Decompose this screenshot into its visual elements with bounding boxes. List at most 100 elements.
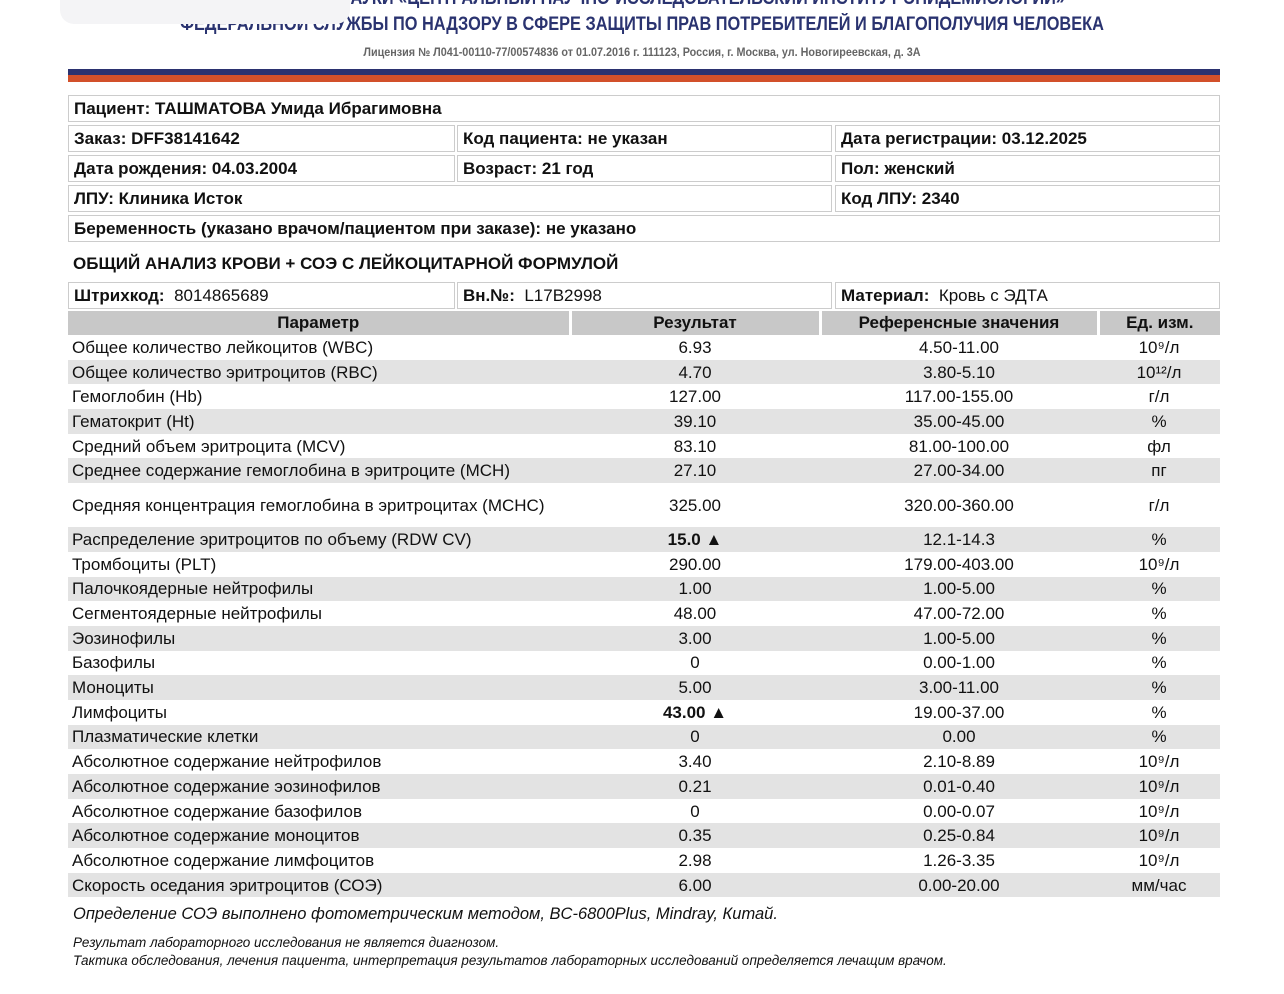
cell-unit: 10⁹/л — [1138, 554, 1180, 574]
cell-reference: 1.00-5.00 — [820, 576, 1098, 602]
cell-parameter: Общее количество лейкоцитов (WBC) — [72, 337, 374, 357]
table-row: Абсолютное содержание эозинофилов 0.21 0.0… — [68, 774, 1220, 799]
cell-parameter: Тромбоциты (PLT) — [72, 554, 217, 574]
cell-parameter: Сегментоядерные нейтрофилы — [72, 604, 322, 624]
sex: Пол: женский — [835, 155, 1220, 182]
cell-parameter: Скорость оседания эритроцитов (СОЭ) — [68, 872, 570, 898]
table-header: Параметр Результат Референсные значения … — [68, 311, 1220, 335]
cell-parameter: Среднее содержание гемоглобина в эритроц… — [68, 458, 570, 484]
barcode: Штрихкод: 8014865689 — [68, 282, 455, 309]
registration-date: Дата регистрации: 03.12.2025 — [835, 125, 1220, 152]
cell-parameter: Распределение эритроцитов по объему (RDW… — [68, 527, 570, 552]
cell-reference: 12.1-14.3 — [820, 527, 1098, 552]
cell-reference: 1.26-3.35 — [923, 850, 995, 870]
internal-number: Вн.№: L17B2998 — [457, 282, 832, 309]
header-institution-line1: УЧРЕЖДЕНИЕ НАУКИ «ЦЕНТРАЛЬНЫЙ НАУЧНО-ИСС… — [90, 0, 1194, 10]
disclaimer-1: Результат лабораторного исследования не … — [73, 935, 500, 950]
cell-unit: 10⁹/л — [1138, 850, 1180, 870]
table-row: Моноциты 5.00 3.00-11.00% — [68, 675, 1220, 700]
age: Возраст: 21 год — [457, 155, 832, 182]
cell-unit: % — [1098, 625, 1220, 651]
cell-result: 4.70 — [570, 359, 820, 385]
cell-unit: 10⁹/л — [1138, 337, 1180, 357]
cell-unit: 10⁹/л — [1098, 774, 1220, 799]
cell-parameter: Абсолютное содержание лимфоцитов — [72, 850, 375, 870]
cell-result: 0 — [570, 724, 820, 750]
cell-reference: 0.01-0.40 — [820, 774, 1098, 799]
cell-result: 290.00 — [669, 554, 721, 574]
cell-result: 3.40 — [678, 752, 712, 772]
cell-parameter: Эозинофилы — [68, 625, 570, 651]
cell-unit: 10⁹/л — [1138, 801, 1180, 821]
birth-date: Дата рождения: 04.03.2004 — [68, 155, 455, 182]
table-row: Абсолютное содержание базофилов 0 0.00-0.0… — [68, 799, 1220, 824]
cell-result: 0.21 — [570, 774, 820, 799]
cell-reference: 35.00-45.00 — [820, 409, 1098, 434]
cell-parameter: Базофилы — [72, 653, 156, 673]
cell-result: 43.00 ▲ — [662, 702, 728, 722]
cell-unit: г/л — [1148, 387, 1170, 407]
cell-result: 48.00 — [673, 604, 717, 624]
method-note: Определение СОЭ выполнено фотометрически… — [73, 905, 778, 923]
cell-unit: мм/час — [1098, 872, 1220, 898]
stripe-navy — [68, 69, 1220, 75]
cell-unit: % — [1098, 724, 1220, 750]
cell-reference: 2.10-8.89 — [923, 752, 995, 772]
cell-parameter: Абсолютное содержание эозинофилов — [68, 774, 570, 799]
cell-unit: % — [1098, 409, 1220, 434]
cell-reference: 47.00-72.00 — [913, 604, 1005, 624]
internal-number-label: Вн.№: — [463, 286, 515, 305]
table-row: Скорость оседания эритроцитов (СОЭ) 6.00 0… — [68, 872, 1220, 898]
cell-reference: 0.00 — [820, 724, 1098, 750]
cell-reference: 0.00-20.00 — [820, 872, 1098, 898]
barcode-value: 8014865689 — [174, 286, 269, 305]
cell-unit: % — [1098, 675, 1220, 700]
cell-parameter: Палочкоядерные нейтрофилы — [68, 576, 570, 602]
cell-parameter: Средний объем эритроцита (MCV) — [72, 436, 346, 456]
cell-parameter: Средняя концентрация гемоглобина в эритр… — [72, 495, 545, 515]
cell-unit: % — [1151, 653, 1167, 673]
table-row: Абсолютное содержание моноцитов 0.35 0.25-… — [68, 823, 1220, 849]
cell-reference: 0.00-1.00 — [923, 653, 995, 673]
cell-unit: 10⁹/л — [1098, 823, 1220, 849]
stripe-red — [68, 75, 1220, 82]
cell-reference: 320.00-360.00 — [904, 495, 1014, 515]
patient-name: Пациент: ТАШМАТОВА Умида Ибрагимовна — [68, 95, 1220, 122]
table-row: Базофилы 0 0.00-1.00% — [68, 651, 1220, 676]
material-label: Материал: — [841, 286, 930, 305]
lpu: ЛПУ: Клиника Исток — [68, 185, 832, 212]
header-institution-line2: ФЕДЕРАЛЬНОЙ СЛУЖБЫ ПО НАДЗОРУ В СФЕРЕ ЗА… — [180, 14, 1104, 35]
disclaimer-2: Тактика обследования, лечения пациента, … — [73, 953, 947, 968]
cell-reference: 117.00-155.00 — [904, 387, 1014, 407]
cell-reference: 0.00-0.07 — [923, 801, 995, 821]
cell-reference: 19.00-37.00 — [913, 702, 1005, 722]
cell-result: 0 — [690, 653, 700, 673]
cell-result: 27.10 — [570, 458, 820, 484]
cell-reference: 0.25-0.84 — [820, 823, 1098, 849]
table-row: Распределение эритроцитов по объему (RDW… — [68, 527, 1220, 552]
cell-result: 5.00 — [570, 675, 820, 700]
table-row: Абсолютное содержание нейтрофилов 3.40 2.1… — [68, 749, 1220, 774]
cell-result: 3.00 — [570, 625, 820, 651]
cell-unit: % — [1151, 604, 1167, 624]
table-row: Общее количество эритроцитов (RBC) 4.70 3.… — [68, 359, 1220, 385]
cell-result: 325.00 — [669, 495, 721, 515]
cell-parameter: Моноциты — [68, 675, 570, 700]
cell-reference: 1.00-5.00 — [820, 625, 1098, 651]
cell-unit: % — [1151, 702, 1167, 722]
table-row: Лимфоциты 43.00 ▲ 19.00-37.00% — [68, 700, 1220, 725]
test-title: ОБЩИЙ АНАЛИЗ КРОВИ + СОЭ С ЛЕЙКОЦИТАРНОЙ… — [73, 254, 619, 273]
cell-unit: 10¹²/л — [1098, 359, 1220, 385]
order-number: Заказ: DFF38141642 — [68, 125, 455, 152]
cell-reference: 4.50-11.00 — [918, 337, 1000, 357]
cell-unit: 10⁹/л — [1138, 752, 1180, 772]
cell-unit: пг — [1098, 458, 1220, 484]
cell-unit: фл — [1147, 436, 1171, 456]
table-row: Общее количество лейкоцитов (WBC) 6.93 4.5… — [68, 335, 1220, 360]
col-reference: Референсные значения — [820, 311, 1100, 335]
patient-code: Код пациента: не указан — [457, 125, 832, 152]
cell-parameter: Абсолютное содержание базофилов — [72, 801, 362, 821]
barcode-label: Штрихкод: — [74, 286, 165, 305]
cell-result: 0.35 — [570, 823, 820, 849]
cell-result: 15.0 ▲ — [570, 527, 820, 552]
